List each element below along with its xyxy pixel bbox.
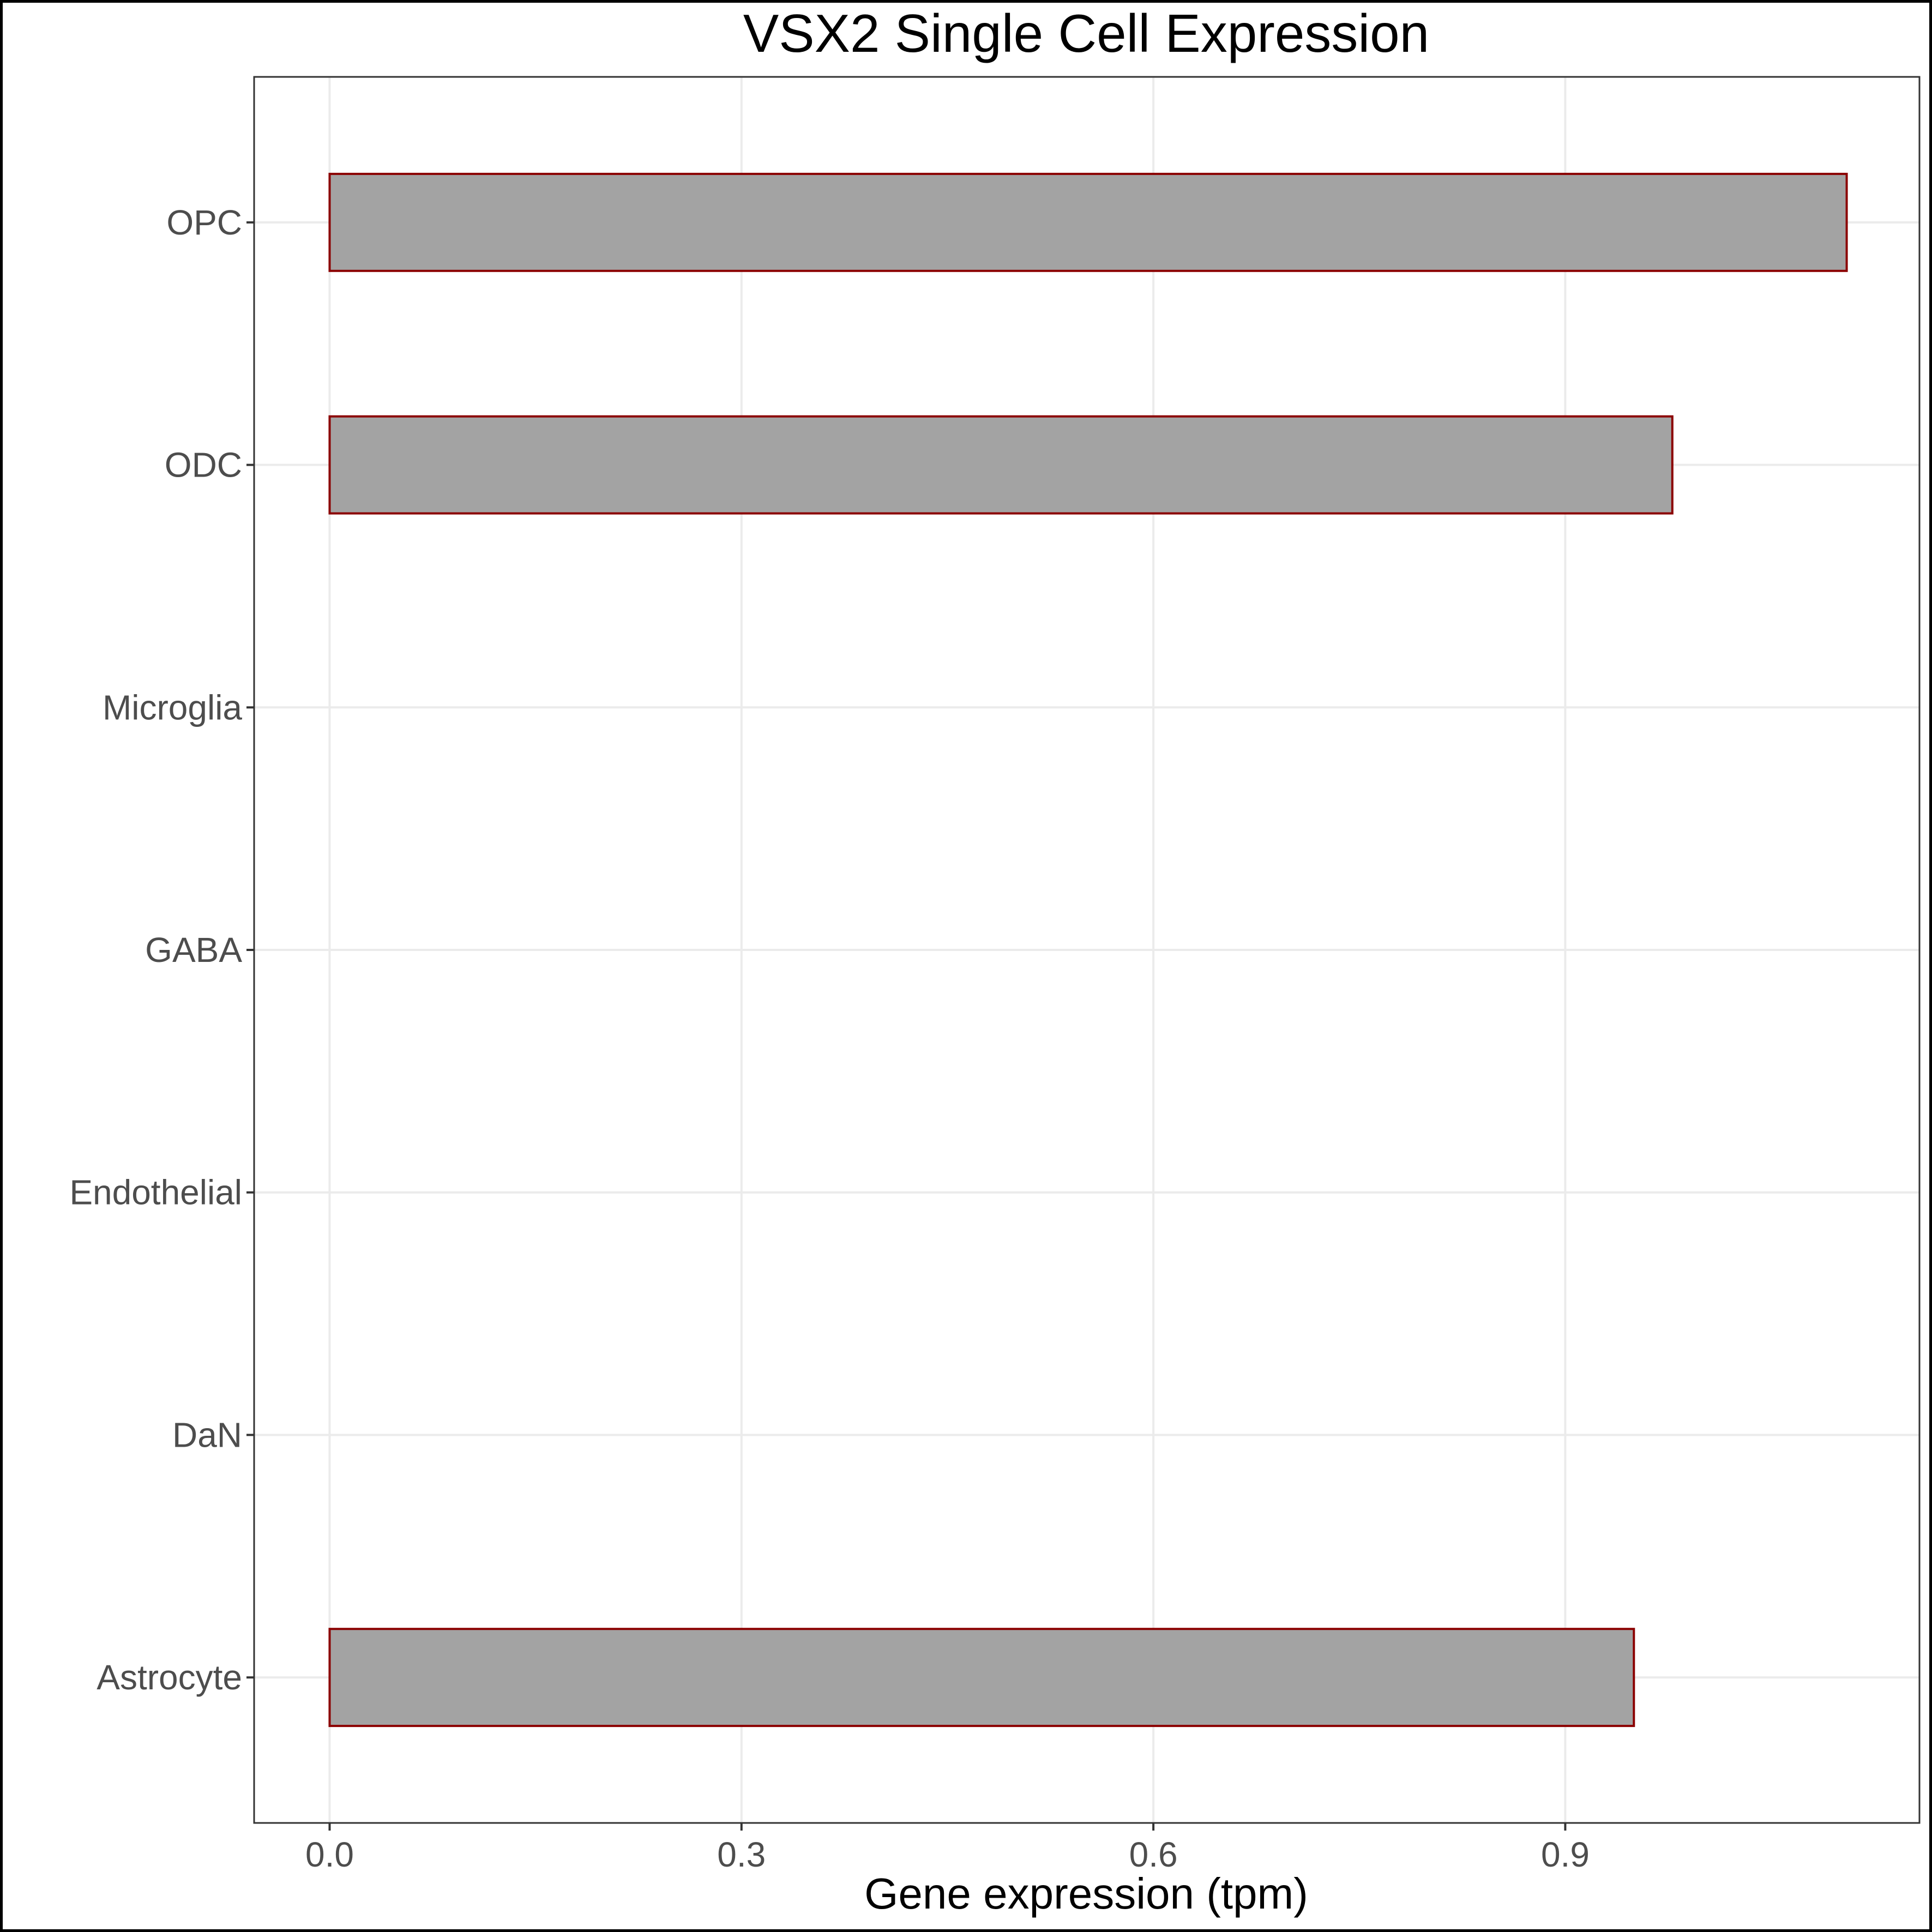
y-tick-label: DaN: [172, 1415, 242, 1454]
gridlines: [254, 77, 1919, 1823]
y-tick-label: Endothelial: [69, 1173, 242, 1212]
chart-title: VSX2 Single Cell Expression: [743, 3, 1429, 63]
y-tick-label: GABA: [145, 930, 242, 970]
x-axis-title: Gene expression (tpm): [864, 1869, 1308, 1918]
y-tick-label: Microglia: [103, 688, 242, 727]
y-tick-label: ODC: [165, 446, 242, 485]
x-tick-label: 0.9: [1541, 1835, 1590, 1874]
y-axis: Astrocyte DaN Endothelial GABA Microglia ODC O…: [69, 203, 254, 1697]
y-tick-label: Astrocyte: [97, 1658, 242, 1697]
bar-odc: [328, 415, 1674, 515]
bars: [328, 172, 1848, 1728]
x-axis: 0.0 0.3 0.6 0.9: [305, 1823, 1590, 1874]
bar-astrocyte: [328, 1628, 1635, 1728]
y-tick-label: OPC: [166, 203, 242, 242]
bar-opc: [328, 172, 1848, 272]
x-tick-label: 0.3: [717, 1835, 766, 1874]
x-tick-label: 0.6: [1129, 1835, 1178, 1874]
x-tick-label: 0.0: [305, 1835, 354, 1874]
